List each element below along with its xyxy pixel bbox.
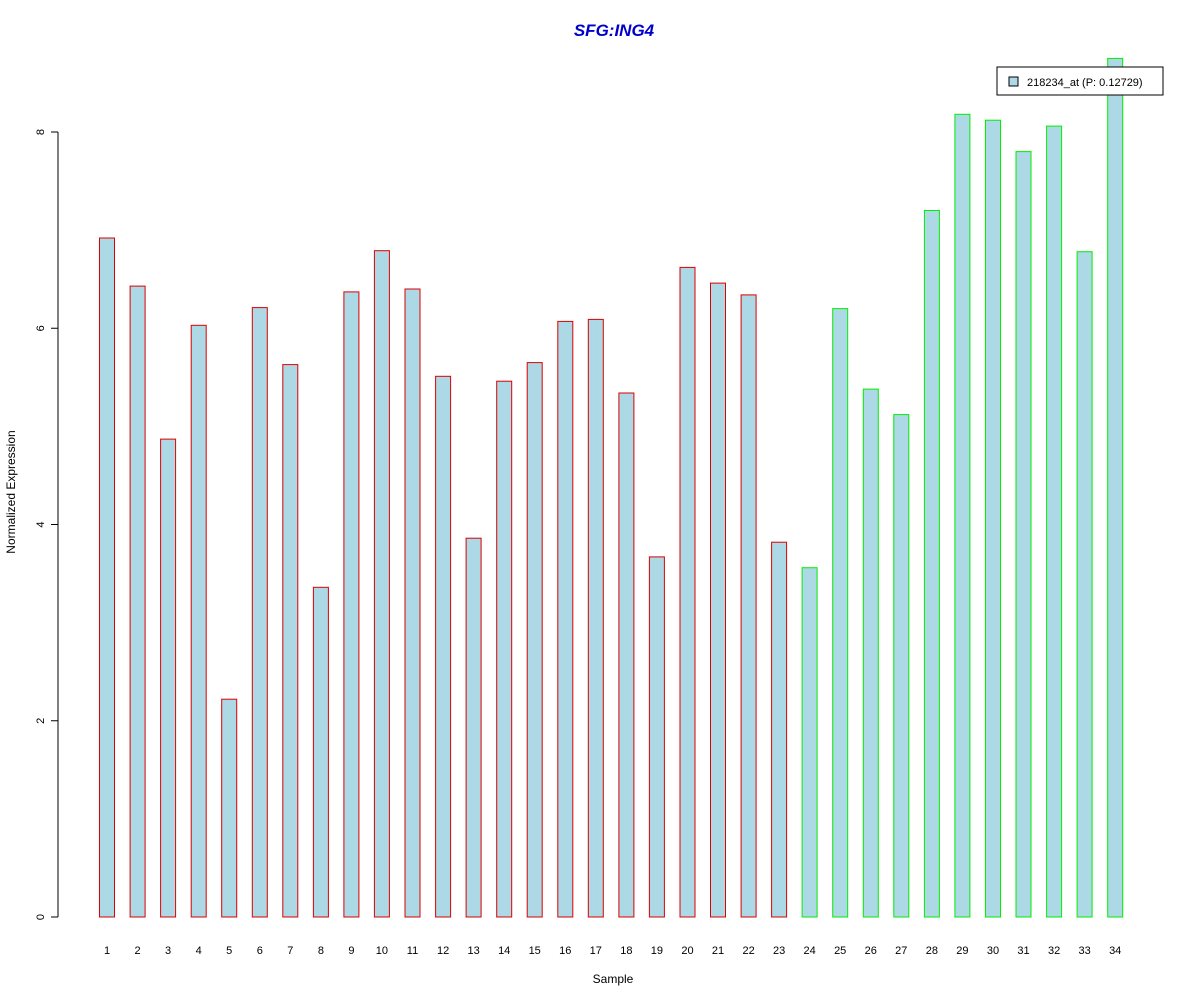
x-tick-label: 18: [620, 945, 632, 957]
bar-sample-13: [465, 537, 482, 918]
x-tick-label: 7: [287, 945, 293, 957]
x-tick-label: 23: [773, 945, 785, 957]
x-tick-label: 16: [559, 945, 571, 957]
x-tick-label: 22: [742, 945, 754, 957]
x-tick-labels: 1 2 3 4 5 6 7 8 9 10 11 12 13 14 15 16 17 18 19 20 21 22 23 24 2…: [104, 945, 1121, 957]
x-tick-label: 5: [226, 945, 232, 957]
x-tick-label: 4: [196, 945, 202, 957]
x-tick-label: 6: [257, 945, 263, 957]
chart-title: SFG:ING4: [574, 21, 655, 40]
bar-sample-18: [618, 392, 635, 918]
legend-label: 218234_at (P: 0.12729): [1027, 77, 1143, 89]
bar-sample-24: [801, 567, 818, 918]
x-tick-label: 20: [681, 945, 693, 957]
bar-sample-25: [832, 308, 849, 918]
bars: [99, 57, 1124, 918]
x-tick-label: 10: [376, 945, 388, 957]
y-tick-label: 4: [35, 521, 47, 527]
bar-sample-26: [862, 388, 879, 918]
x-tick-label: 28: [926, 945, 938, 957]
bar-sample-15: [526, 362, 543, 918]
bar-sample-10: [373, 250, 390, 918]
y-tick-label: 6: [35, 325, 47, 331]
bar-sample-23: [771, 541, 788, 918]
bar-sample-2: [129, 285, 146, 918]
x-tick-label: 11: [407, 945, 418, 957]
y-axis: 0 2 4 6 8: [35, 129, 59, 920]
x-tick-label: 3: [165, 945, 171, 957]
x-tick-label: 32: [1048, 945, 1060, 957]
bar-sample-34: [1107, 57, 1124, 918]
x-tick-label: 1: [104, 945, 110, 957]
x-tick-label: 27: [895, 945, 907, 957]
y-tick-label: 8: [35, 129, 47, 135]
bar-sample-6: [251, 307, 268, 918]
bar-sample-5: [221, 698, 238, 918]
x-tick-label: 29: [956, 945, 968, 957]
x-tick-label: 19: [651, 945, 663, 957]
legend: 218234_at (P: 0.12729): [996, 66, 1164, 96]
y-tick-label: 0: [35, 914, 47, 920]
bar-sample-12: [435, 375, 452, 918]
x-tick-label: 17: [590, 945, 602, 957]
x-tick-label: 26: [865, 945, 877, 957]
x-tick-label: 30: [987, 945, 999, 957]
x-tick-label: 2: [135, 945, 141, 957]
bar-sample-19: [648, 556, 665, 918]
bar-sample-16: [557, 320, 574, 918]
x-tick-label: 24: [803, 945, 815, 957]
bar-sample-31: [1015, 151, 1032, 918]
bar-sample-11: [404, 288, 421, 918]
bar-sample-1: [99, 237, 115, 918]
bar-sample-27: [893, 414, 910, 918]
x-tick-label: 31: [1017, 945, 1029, 957]
x-tick-label: 34: [1109, 945, 1121, 957]
x-tick-label: 8: [318, 945, 324, 957]
x-tick-label: 13: [467, 945, 479, 957]
x-tick-label: 33: [1078, 945, 1090, 957]
bar-sample-28: [923, 210, 940, 918]
x-tick-label: 9: [348, 945, 354, 957]
bar-sample-33: [1076, 251, 1093, 918]
bar-sample-29: [954, 113, 971, 918]
y-axis-label: Normalized Expression: [4, 430, 18, 553]
y-tick-label: 2: [35, 718, 47, 724]
legend-box: [996, 66, 1164, 96]
x-tick-label: 25: [834, 945, 846, 957]
bar-sample-9: [343, 291, 360, 918]
bar-sample-21: [710, 282, 726, 918]
x-tick-label: 14: [498, 945, 510, 957]
x-tick-label: 21: [712, 945, 724, 957]
bar-sample-4: [190, 324, 207, 918]
bar-sample-17: [587, 318, 604, 918]
bar-sample-7: [282, 364, 299, 918]
bar-sample-32: [1046, 125, 1063, 918]
x-tick-label: 12: [437, 945, 449, 957]
bar-sample-3: [160, 438, 177, 918]
bar-sample-14: [496, 380, 513, 918]
legend-swatch: [1008, 76, 1019, 87]
x-axis-label: Sample: [593, 972, 634, 986]
bar-sample-30: [985, 119, 1001, 918]
bar-sample-8: [312, 586, 329, 918]
x-tick-label: 15: [529, 945, 541, 957]
bar-sample-22: [740, 294, 757, 918]
bar-sample-20: [679, 266, 696, 918]
